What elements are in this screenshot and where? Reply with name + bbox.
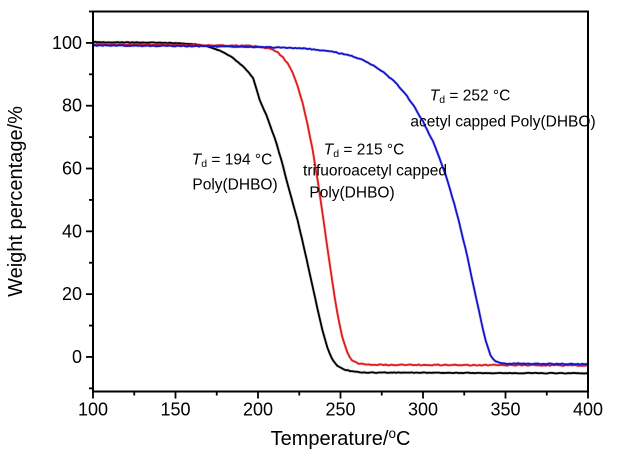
annotation-tfa-name: Poly(DHBO): [309, 184, 395, 202]
series-curve-2: [92, 42, 589, 367]
y-tick-label: 60: [62, 159, 82, 179]
x-tick-label: 350: [490, 400, 520, 420]
series-curve-1: [92, 40, 589, 375]
annotation-acetyl-td: Td = 252 °C: [429, 87, 511, 107]
x-tick-label: 150: [160, 400, 190, 420]
y-tick-label: 80: [62, 96, 82, 116]
annotation-tfa-td: Td = 215 °C: [323, 141, 405, 161]
series-fuzz-2: [92, 42, 589, 368]
series-fuzz-3: [92, 43, 589, 367]
x-tick-label: 400: [573, 400, 603, 420]
x-axis-title: Temperature/oC: [271, 426, 411, 450]
y-axis-title: Weight percentage/%: [5, 106, 27, 297]
x-tick-label: 200: [243, 400, 273, 420]
x-tick-label: 300: [408, 400, 438, 420]
annotation-poly-dhbo-td: Td = 194 °C: [191, 151, 273, 171]
annotation-poly-dhbo-name: Poly(DHBO): [192, 176, 278, 194]
x-tick-label: 250: [325, 400, 355, 420]
x-tick-label: 100: [78, 400, 108, 420]
y-tick-label: 20: [62, 284, 82, 304]
annotation-acetyl-name: acetyl capped Poly(DHBO): [410, 113, 596, 131]
y-tick-label: 40: [62, 221, 82, 241]
y-tick-label: 0: [72, 347, 82, 367]
y-tick-label: 100: [52, 33, 82, 53]
annotation-tfa-capped: trifuoroacetyl capped: [303, 162, 447, 180]
series-curve-3: [92, 44, 589, 366]
plot-frame: [92, 10, 589, 393]
